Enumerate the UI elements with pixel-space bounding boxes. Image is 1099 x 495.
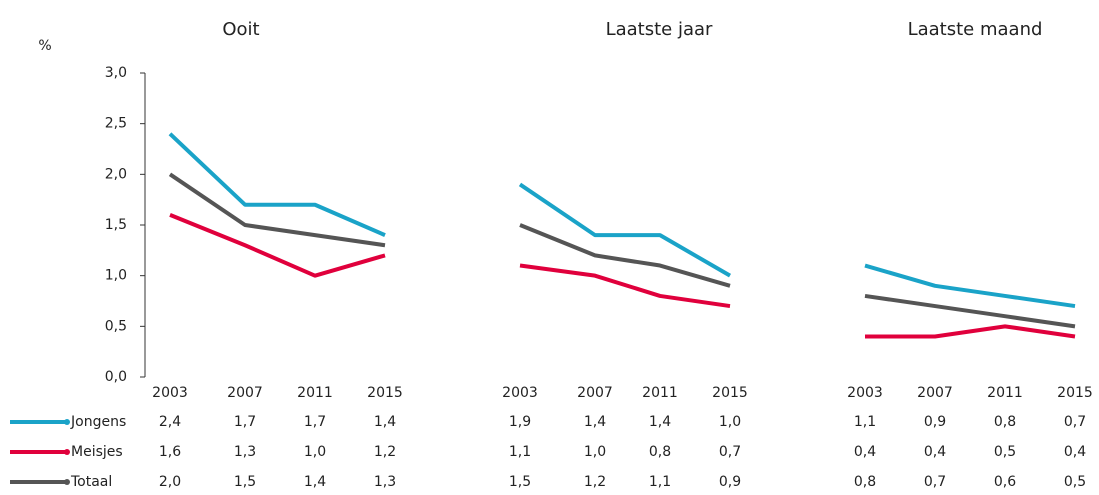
table-value: 2,4 — [159, 414, 181, 430]
x-tick-label: 2015 — [1057, 385, 1093, 401]
table-value: 1,3 — [374, 474, 396, 490]
series-line — [169, 213, 386, 278]
legend-label: Meisjes — [71, 444, 123, 460]
x-tick-label: 2007 — [227, 385, 263, 401]
y-tick-label: 1,0 — [105, 268, 127, 284]
table-value: 1,4 — [584, 414, 606, 430]
table-value: 1,9 — [509, 414, 531, 430]
table-value: 1,0 — [719, 414, 741, 430]
legend-label: Jongens — [70, 414, 126, 430]
table-value: 0,8 — [994, 414, 1016, 430]
panel-title: Laatste jaar — [606, 19, 713, 40]
series-line — [519, 263, 731, 309]
table-value: 1,1 — [854, 414, 876, 430]
table-value: 0,4 — [854, 444, 876, 460]
y-tick-label: 1,5 — [105, 217, 127, 233]
x-tick-label: 2007 — [577, 385, 613, 401]
legend-label: Totaal — [70, 474, 112, 490]
table-value: 0,9 — [719, 474, 741, 490]
x-tick-label: 2007 — [917, 385, 953, 401]
series-line — [168, 172, 386, 248]
table-value: 0,4 — [924, 444, 946, 460]
table-value: 0,7 — [1064, 414, 1086, 430]
table-value: 0,6 — [994, 474, 1016, 490]
table-value: 1,5 — [509, 474, 531, 490]
table-value: 1,7 — [234, 414, 256, 430]
table-value: 0,4 — [1064, 444, 1086, 460]
y-tick-label: 0,5 — [105, 318, 127, 334]
legend-dot — [64, 419, 70, 425]
table-value: 2,0 — [159, 474, 181, 490]
table-value: 1,2 — [374, 444, 396, 460]
x-tick-label: 2003 — [847, 385, 883, 401]
table-value: 0,7 — [924, 474, 946, 490]
series-line — [864, 263, 1076, 309]
x-tick-label: 2015 — [712, 385, 748, 401]
series-line — [865, 324, 1076, 339]
table-value: 0,8 — [649, 444, 671, 460]
x-tick-label: 2011 — [297, 385, 333, 401]
panel-title: Laatste maand — [908, 19, 1043, 40]
series-line — [168, 132, 386, 237]
y-tick-label: 2,5 — [105, 116, 127, 132]
x-tick-label: 2003 — [502, 385, 538, 401]
table-value: 1,6 — [159, 444, 181, 460]
table-value: 0,7 — [719, 444, 741, 460]
table-value: 1,7 — [304, 414, 326, 430]
x-tick-label: 2003 — [152, 385, 188, 401]
panel-title: Ooit — [222, 19, 259, 40]
table-value: 1,4 — [374, 414, 396, 430]
table-value: 1,0 — [584, 444, 606, 460]
y-tick-label: 0,0 — [105, 369, 127, 385]
table-value: 1,4 — [649, 414, 671, 430]
table-value: 1,1 — [509, 444, 531, 460]
series-line — [519, 223, 731, 288]
series-line — [864, 293, 1076, 329]
y-tick-label: 2,0 — [105, 166, 127, 182]
y-axis-label: % — [38, 38, 51, 54]
table-value: 1,2 — [584, 474, 606, 490]
table-value: 0,9 — [924, 414, 946, 430]
x-tick-label: 2011 — [642, 385, 678, 401]
table-value: 0,5 — [994, 444, 1016, 460]
table-value: 1,0 — [304, 444, 326, 460]
table-value: 0,5 — [1064, 474, 1086, 490]
table-value: 1,5 — [234, 474, 256, 490]
y-tick-label: 3,0 — [105, 65, 127, 81]
x-tick-label: 2011 — [987, 385, 1023, 401]
table-value: 0,8 — [854, 474, 876, 490]
series-line — [518, 182, 732, 278]
x-tick-label: 2015 — [367, 385, 403, 401]
legend-dot — [64, 479, 70, 485]
legend-dot — [64, 449, 70, 455]
table-value: 1,3 — [234, 444, 256, 460]
table-value: 1,4 — [304, 474, 326, 490]
table-value: 1,1 — [649, 474, 671, 490]
